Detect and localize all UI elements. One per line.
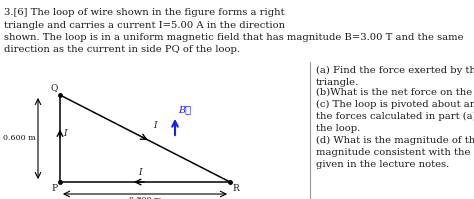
Text: (a) Find the force exerted by the magnetic field on each side of the: (a) Find the force exerted by the magnet…: [316, 66, 474, 75]
Text: 0.800 m: 0.800 m: [128, 196, 161, 199]
Text: given in the lecture notes.: given in the lecture notes.: [316, 160, 449, 169]
Text: the loop.: the loop.: [316, 124, 360, 133]
Text: magnitude consistent with the magnitude of torque τ̅ = μ̅×B̅ as: magnitude consistent with the magnitude …: [316, 148, 474, 157]
Text: triangle and carries a current I=5.00 A in the direction: triangle and carries a current I=5.00 A …: [4, 20, 285, 29]
Text: (d) What is the magnitude of the net torque on the loop? Is this: (d) What is the magnitude of the net tor…: [316, 136, 474, 145]
Text: I: I: [138, 168, 142, 177]
Text: I: I: [153, 122, 156, 131]
Text: I: I: [63, 129, 66, 138]
Text: (b)What is the net force on the loop?: (b)What is the net force on the loop?: [316, 88, 474, 97]
Text: direction as the current in side PQ of the loop.: direction as the current in side PQ of t…: [4, 46, 240, 55]
Text: triangle.: triangle.: [316, 78, 359, 87]
Text: the forces calculated in part (a) to calculate torque on each side of: the forces calculated in part (a) to cal…: [316, 112, 474, 121]
Text: B⃗: B⃗: [178, 105, 191, 114]
Text: (c) The loop is pivoted about an axis that lies along side PR. Use: (c) The loop is pivoted about an axis th…: [316, 100, 474, 109]
Text: shown. The loop is in a uniform magnetic field that has magnitude B=3.00 T and t: shown. The loop is in a uniform magnetic…: [4, 33, 464, 42]
Text: 0.600 m: 0.600 m: [3, 135, 36, 142]
Text: R: R: [232, 184, 239, 193]
Text: 3.[6] The loop of wire shown in the figure forms a right: 3.[6] The loop of wire shown in the figu…: [4, 8, 284, 17]
Text: Q: Q: [51, 83, 58, 92]
Text: P: P: [52, 184, 58, 193]
